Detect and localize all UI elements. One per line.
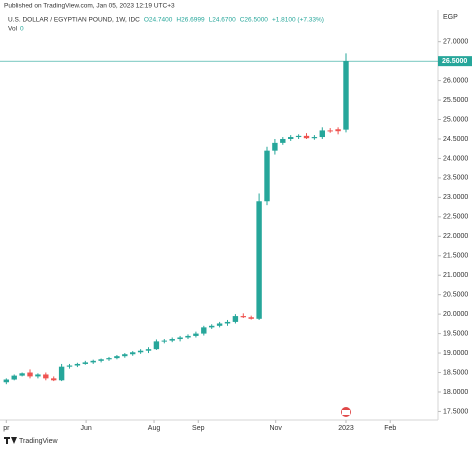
x-tick-label: pr	[3, 425, 10, 432]
candle-body	[11, 375, 17, 380]
x-tick-label: Feb	[384, 425, 396, 432]
candle-body	[216, 323, 223, 326]
y-tick-label: 26.0000	[443, 77, 468, 84]
candle-body	[280, 138, 286, 143]
y-tick-label: 21.5000	[443, 253, 468, 260]
y-tick-label: 24.5000	[443, 136, 468, 143]
y-tick-label: 23.0000	[443, 194, 468, 201]
candle-body	[240, 316, 247, 318]
volume-label: Vol	[8, 26, 18, 33]
candle-body	[66, 365, 73, 367]
candle-body	[106, 358, 112, 360]
candle-body	[169, 339, 175, 341]
candle-body	[185, 335, 191, 338]
candle-body	[74, 363, 81, 366]
currency: EGP	[443, 14, 458, 21]
y-tick-label: 25.0000	[443, 116, 468, 123]
candle-body	[122, 354, 128, 357]
published-note: Published on TradingView.com, Jan 05, 20…	[4, 3, 175, 10]
y-tick-label: 20.0000	[443, 311, 468, 318]
y-tick-label: 18.0000	[443, 389, 468, 396]
candle-body	[3, 379, 10, 383]
candle-body	[19, 373, 25, 376]
candle-body	[335, 129, 341, 132]
candle-body	[193, 333, 199, 336]
candle-body	[130, 352, 136, 355]
y-tick-label: 19.0000	[443, 350, 468, 357]
x-tick-label: Aug	[148, 425, 161, 432]
y-tick-label: 19.5000	[443, 330, 468, 337]
legend-value: L24.6700	[209, 17, 236, 24]
ohlc-legend: O24.7400 H26.6999 L24.6700 C26.5000 +1.8100 …	[144, 17, 324, 24]
candle-body	[43, 374, 49, 379]
brand: TradingView	[19, 438, 58, 445]
event-icon-inner	[342, 410, 350, 415]
last-price-label: 26.5000	[442, 58, 467, 65]
y-tick-label: 22.0000	[443, 233, 468, 240]
y-tick-label: 25.5000	[443, 97, 468, 104]
candle-body	[256, 201, 262, 319]
candle-body	[35, 374, 41, 377]
candle-body	[288, 137, 294, 139]
candle-body	[264, 150, 270, 202]
candle-body	[114, 356, 120, 359]
candle-body	[209, 325, 215, 328]
logo	[4, 437, 17, 444]
candle-body	[27, 372, 33, 377]
x-tick-label: 2023	[338, 425, 354, 432]
x-tick-label: Nov	[269, 425, 282, 432]
candle-body	[98, 359, 104, 361]
y-tick-label: 22.5000	[443, 214, 468, 221]
candle-body	[177, 337, 183, 340]
candle-body	[272, 142, 278, 151]
candle-body	[327, 130, 333, 132]
candle-body	[145, 349, 152, 351]
y-tick-label: 21.0000	[443, 272, 468, 279]
y-tick-label: 24.0000	[443, 155, 468, 162]
candle-body	[90, 360, 96, 363]
candle-body	[161, 340, 168, 342]
candle-body	[137, 350, 144, 353]
chart-title: U.S. DOLLAR / EGYPTIAN POUND, 1W, IDC	[8, 17, 140, 24]
legend-value: O24.7400	[144, 17, 173, 24]
candle-body	[82, 362, 89, 364]
candle-body	[303, 135, 310, 139]
y-tick-label: 27.0000	[443, 39, 468, 46]
y-tick-label: 20.5000	[443, 292, 468, 299]
legend-value: C26.5000	[240, 17, 269, 24]
candle-body	[232, 316, 239, 322]
y-tick-label: 23.5000	[443, 175, 468, 182]
legend-value: +1.8100 (+7.33%)	[272, 17, 324, 24]
x-tick-label: Jun	[80, 425, 91, 432]
volume-value: 0	[20, 26, 24, 33]
candle-body	[248, 317, 254, 319]
candle-body	[295, 135, 302, 138]
candle-body	[311, 137, 318, 139]
y-tick-label: 17.5000	[443, 408, 468, 415]
candle-body	[224, 321, 231, 324]
candle-body	[153, 341, 160, 350]
candle-body	[319, 130, 325, 138]
candle-body	[51, 378, 57, 381]
candle-body	[343, 61, 349, 130]
x-tick-label: Sep	[192, 425, 205, 432]
legend-value: H26.6999	[176, 17, 205, 24]
y-tick-label: 18.5000	[443, 369, 468, 376]
candle-body	[58, 366, 65, 381]
last-price-box	[438, 56, 472, 67]
candle-body	[201, 327, 207, 334]
